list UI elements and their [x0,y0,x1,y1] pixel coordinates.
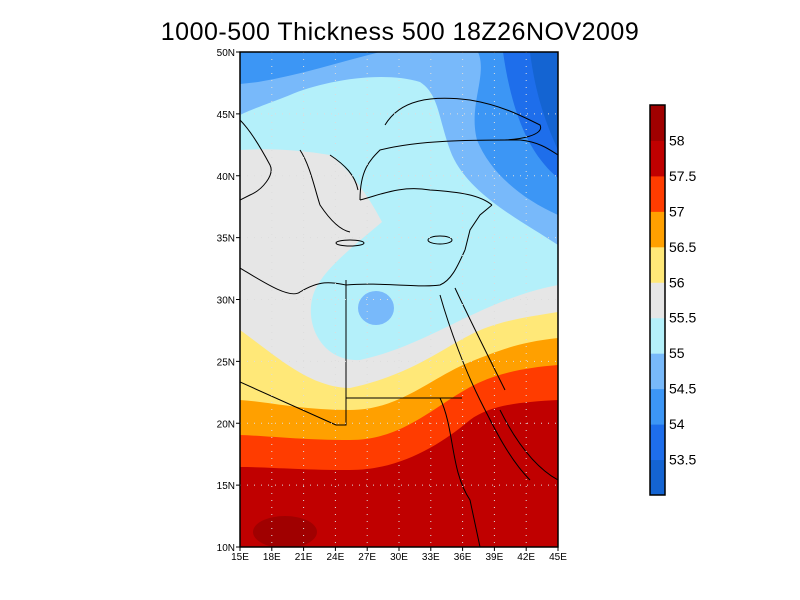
y-tick-label: 25N [217,357,235,368]
band-above-58 [253,516,317,547]
colorbar-label: 58 [669,132,685,148]
cyprus [427,235,453,245]
x-tick-label: 45E [549,552,567,563]
y-tick-label: 15N [217,481,235,492]
colorbar-label: 55.5 [669,310,696,326]
italy-coast [240,119,272,201]
y-tick-label: 30N [217,296,235,307]
band-below-53.5 [530,52,558,150]
colorbar-swatch [650,175,665,212]
colorbar-swatch [650,282,665,319]
turkey-coast [359,139,558,206]
x-tick-label: 33E [422,552,440,563]
y-tick-label: 20N [217,419,235,430]
axis-ticks: 15E 18E 21E 24E 27E 30E 33E 36E 39E 42E 45E 10N 15N 2… [217,48,568,563]
colorbar-swatch [650,140,665,177]
colorbar-swatch [650,424,665,461]
x-tick-label: 18E [263,552,281,563]
east-africa-borders [439,397,558,547]
colorbar-swatch [650,105,665,141]
colorbar-label: 53.5 [669,452,696,468]
x-tick-label: 15E [231,552,249,563]
greece-coast [299,149,359,233]
x-tick-label: 21E [295,552,313,563]
band-54-54.5-west [240,52,380,84]
north-africa-coast [240,249,466,295]
colorbar-swatch [650,317,665,354]
colorbar-label: 56.5 [669,239,696,255]
colorbar-label: 57 [669,203,685,219]
x-tick-label: 39E [486,552,504,563]
x-tick-label: 30E [390,552,408,563]
red-sea-coast [439,287,531,481]
colorbar-label: 57.5 [669,168,696,184]
libya-sudan-border [336,398,347,426]
colorbar-swatch [650,353,665,390]
levant-coast [464,204,493,251]
colorbar: 53.5 54 54.5 55 55.5 56 56.5 57 57.5 58 [649,104,696,496]
band-54.5-55-blob [358,291,394,325]
colorbar-swatch [650,388,665,425]
y-tick-label: 35N [217,234,235,245]
y-tick-label: 10N [217,543,235,554]
colorbar-swatch [650,211,665,248]
x-tick-label: 27E [358,552,376,563]
colorbar-label: 56 [669,274,685,290]
crete [335,239,365,247]
x-tick-label: 24E [327,552,345,563]
x-tick-label: 36E [454,552,472,563]
colorbar-label: 54.5 [669,381,696,397]
colorbar-swatch [650,459,665,496]
x-tick-label: 42E [517,552,535,563]
libya-chad-border [240,381,337,426]
coastlines-borders [240,97,558,547]
y-tick-label: 40N [217,172,235,183]
black-sea-coast [384,97,542,141]
contour-fills [240,52,558,547]
colorbar-label: 54 [669,416,685,432]
colorbar-swatch [650,246,665,283]
colorbar-label: 55 [669,345,685,361]
y-tick-label: 45N [217,110,235,121]
plot-title: 1000-500 Thickness 500 18Z26NOV2009 [160,18,640,46]
y-tick-label: 50N [217,48,235,59]
colorbar-frame [649,104,666,496]
